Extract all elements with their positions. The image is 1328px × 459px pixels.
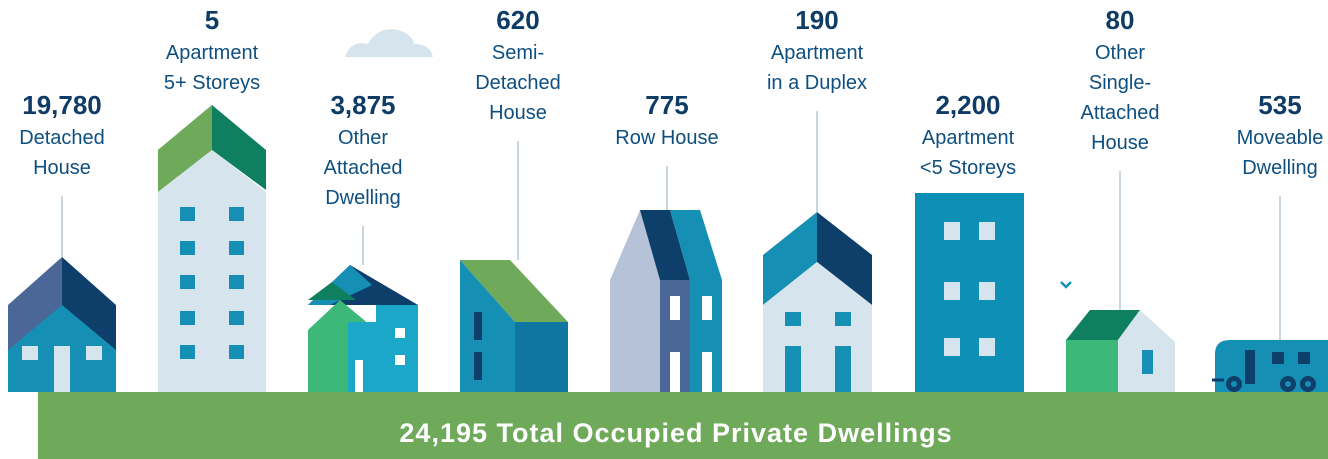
dwelling-type: Other — [1095, 42, 1145, 64]
apartment-tall-icon-part-part — [180, 207, 195, 221]
infographic: 24,195 Total Occupied Private Dwellings … — [0, 0, 1328, 459]
apartment-tall-icon-part-part — [180, 275, 195, 289]
apartment-low-icon-part-part — [979, 338, 995, 356]
dwelling-count: 775 — [645, 90, 688, 120]
detached-house-icon-part — [54, 346, 70, 392]
dwelling-type: Dwelling — [1242, 157, 1318, 179]
single-attached-icon — [1061, 282, 1175, 392]
total-label: 24,195 Total Occupied Private Dwellings — [399, 418, 952, 448]
moveable-icon-part — [1231, 381, 1237, 387]
moveable-icon-part — [1305, 381, 1311, 387]
apartment-tall-icon-part-part — [180, 311, 195, 325]
dwelling-type: Attached — [324, 157, 403, 179]
detached-house-icon-part — [86, 346, 102, 360]
dwelling-count: 620 — [496, 5, 539, 35]
single-attached-icon-part — [1061, 282, 1071, 287]
dwelling-count: 3,875 — [330, 90, 395, 120]
apartment-low-icon-part-part — [944, 222, 960, 240]
dwelling-type: Semi- — [492, 42, 544, 64]
page: {"items":[ {"value":"19,780","label":["D… — [0, 0, 1328, 459]
apartment-tall-icon-part-part — [229, 311, 244, 325]
row-house-icon-part — [670, 352, 680, 392]
row-house-icon — [610, 210, 722, 392]
dwelling-type: Attached — [1081, 102, 1160, 124]
apartment-tall-icon-part-part — [180, 241, 195, 255]
dwelling-type: House — [33, 157, 91, 179]
duplex-icon-part — [835, 312, 851, 326]
apartment-tall-icon-part-part — [229, 241, 244, 255]
dwelling-count: 2,200 — [935, 90, 1000, 120]
other-attached-icon-part — [395, 355, 405, 365]
other-attached-icon-part — [395, 328, 405, 338]
duplex-icon — [763, 212, 872, 392]
dwelling-count: 19,780 — [22, 90, 102, 120]
row-house-icon-part — [670, 296, 680, 320]
dwelling-type: Row House — [615, 127, 718, 149]
apartment-tall-icon — [158, 105, 266, 392]
dwelling-type: Apartment — [922, 127, 1015, 149]
apartment-tall-icon-part-part — [229, 345, 244, 359]
other-attached-icon — [308, 265, 418, 392]
moveable-icon-part — [1285, 381, 1291, 387]
moveable-icon-part — [1272, 352, 1284, 364]
dwelling-type: Moveable — [1237, 127, 1324, 149]
apartment-tall-icon-part-part — [229, 207, 244, 221]
apartment-tall-icon-part-part — [180, 345, 195, 359]
dwelling-count: 80 — [1106, 5, 1135, 35]
apartment-low-icon-part-part — [944, 282, 960, 300]
dwelling-count: 535 — [1258, 90, 1301, 120]
apartment-tall-icon-part — [158, 150, 266, 392]
dwelling-type: Other — [338, 127, 388, 149]
other-attached-icon-part — [376, 305, 418, 392]
row-house-icon-part — [702, 352, 712, 392]
apartment-low-icon-part — [915, 193, 1024, 392]
apartment-low-icon-part-part — [979, 222, 995, 240]
semi-detached-icon — [460, 260, 568, 392]
dwelling-count: 5 — [205, 5, 219, 35]
dwelling-type: Detached — [475, 72, 561, 94]
duplex-icon-part — [785, 346, 801, 392]
dwelling-count: 190 — [795, 5, 838, 35]
cloud — [345, 29, 433, 57]
single-attached-icon-part — [1066, 340, 1118, 392]
row-house-icon-part — [702, 296, 712, 320]
moveable-icon — [1212, 340, 1328, 392]
dwelling-type: Single- — [1089, 72, 1151, 94]
dwelling-type: Detached — [19, 127, 105, 149]
apartment-low-icon-part-part — [979, 282, 995, 300]
dwelling-type: House — [1091, 132, 1149, 154]
dwelling-type: Dwelling — [325, 187, 401, 209]
single-attached-icon-part — [1142, 350, 1153, 374]
semi-detached-icon-part — [474, 312, 482, 340]
moveable-icon-part — [1298, 352, 1310, 364]
duplex-icon-part — [835, 346, 851, 392]
apartment-tall-icon-part-part — [229, 275, 244, 289]
dwelling-type: <5 Storeys — [920, 157, 1016, 179]
semi-detached-icon-part — [474, 352, 482, 380]
duplex-icon-part — [785, 312, 801, 326]
detached-house-icon — [8, 257, 116, 392]
dwelling-type: Apartment — [166, 42, 259, 64]
apartment-low-icon — [915, 193, 1024, 392]
detached-house-icon-part — [22, 346, 38, 360]
apartment-low-icon-part-part — [944, 338, 960, 356]
dwelling-type: Apartment — [771, 42, 864, 64]
other-attached-icon-part — [355, 360, 363, 392]
dwelling-type: 5+ Storeys — [164, 72, 260, 94]
moveable-icon-part — [1245, 350, 1255, 384]
dwelling-type: House — [489, 102, 547, 124]
dwelling-type: in a Duplex — [767, 72, 867, 94]
semi-detached-icon-part — [515, 322, 568, 392]
